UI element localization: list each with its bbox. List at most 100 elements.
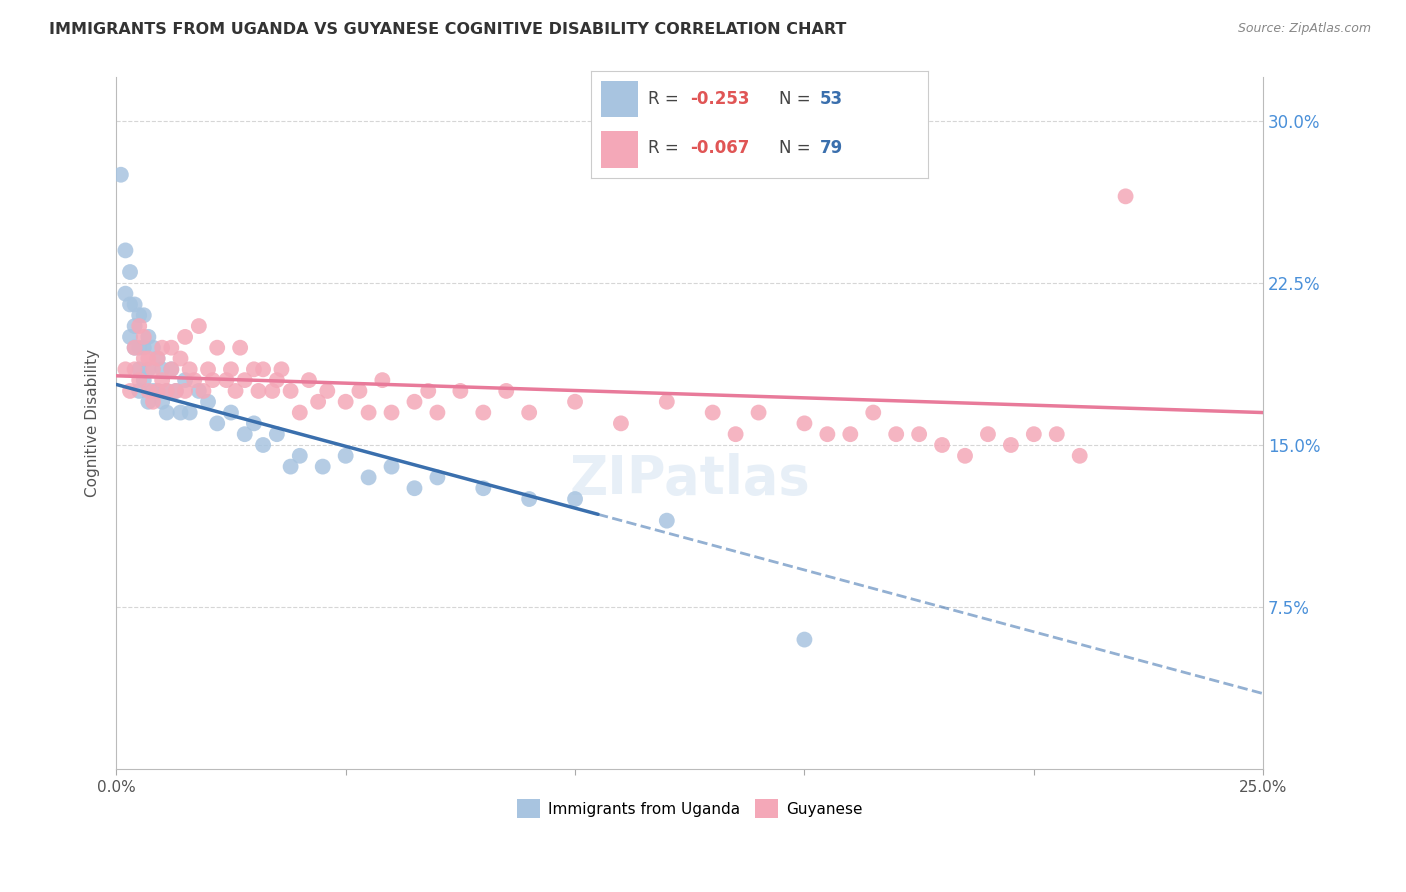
Text: -0.067: -0.067 (690, 139, 749, 157)
Point (138, 351, 160, 366)
Point (1046, 427, 1069, 442)
Point (280, 459, 302, 474)
Point (418, 384, 440, 398)
Point (884, 427, 907, 442)
Point (349, 384, 371, 398)
Point (128, 384, 150, 398)
Point (128, 319, 150, 334)
Point (142, 394, 165, 409)
Point (193, 384, 215, 398)
Point (564, 394, 586, 409)
Point (702, 406, 724, 420)
Point (205, 341, 228, 355)
Point (316, 384, 339, 398)
Point (225, 384, 247, 398)
Point (114, 362, 136, 376)
Point (142, 362, 165, 376)
Point (908, 427, 931, 442)
Point (124, 341, 146, 355)
Point (953, 449, 976, 463)
Text: -0.253: -0.253 (690, 90, 749, 108)
Point (128, 362, 150, 376)
Point (128, 341, 150, 355)
Point (118, 265, 141, 279)
Point (229, 341, 252, 355)
Point (335, 394, 357, 409)
Point (118, 297, 141, 311)
Point (1115, 189, 1137, 203)
Point (449, 384, 471, 398)
Point (219, 362, 242, 376)
Point (262, 384, 284, 398)
Point (197, 394, 219, 409)
Point (205, 417, 228, 431)
Point (124, 362, 146, 376)
Point (160, 362, 183, 376)
Point (128, 308, 150, 322)
Point (977, 427, 1000, 442)
Point (138, 384, 160, 398)
Point (169, 406, 191, 420)
Point (426, 470, 449, 484)
Point (426, 406, 449, 420)
Point (266, 373, 288, 387)
Point (150, 341, 173, 355)
Point (150, 394, 173, 409)
Point (174, 330, 197, 344)
Point (118, 384, 141, 398)
Point (243, 362, 266, 376)
Point (215, 373, 238, 387)
Point (404, 394, 426, 409)
Point (124, 319, 146, 334)
Point (165, 384, 187, 398)
Point (280, 384, 302, 398)
Point (142, 384, 165, 398)
Point (862, 406, 884, 420)
Point (197, 362, 219, 376)
Point (793, 632, 815, 647)
Point (266, 427, 288, 442)
Point (495, 384, 517, 398)
Point (815, 427, 838, 442)
Point (380, 459, 402, 474)
Point (160, 341, 183, 355)
Point (748, 406, 770, 420)
Text: 53: 53 (820, 90, 844, 108)
Point (138, 362, 160, 376)
Point (146, 384, 169, 398)
Point (472, 406, 495, 420)
Point (150, 362, 173, 376)
Point (252, 438, 274, 452)
Point (138, 330, 160, 344)
Point (156, 406, 179, 420)
Text: N =: N = (779, 139, 817, 157)
Point (201, 373, 224, 387)
Text: 79: 79 (820, 139, 844, 157)
Point (564, 491, 586, 506)
Point (380, 406, 402, 420)
Point (187, 384, 209, 398)
Point (219, 406, 242, 420)
Point (156, 384, 179, 398)
Point (124, 341, 146, 355)
Text: Source: ZipAtlas.com: Source: ZipAtlas.com (1237, 22, 1371, 36)
Point (839, 427, 862, 442)
Point (132, 373, 155, 387)
Point (132, 308, 155, 322)
Point (110, 168, 132, 182)
Point (114, 286, 136, 301)
Point (517, 491, 540, 506)
Point (931, 438, 953, 452)
Point (156, 384, 179, 398)
Point (174, 373, 197, 387)
Point (179, 362, 201, 376)
Point (128, 373, 150, 387)
Point (288, 406, 311, 420)
Point (146, 384, 169, 398)
Point (357, 406, 380, 420)
Point (150, 373, 173, 387)
Point (1022, 427, 1045, 442)
Point (1000, 438, 1022, 452)
Point (174, 384, 197, 398)
Point (517, 406, 540, 420)
